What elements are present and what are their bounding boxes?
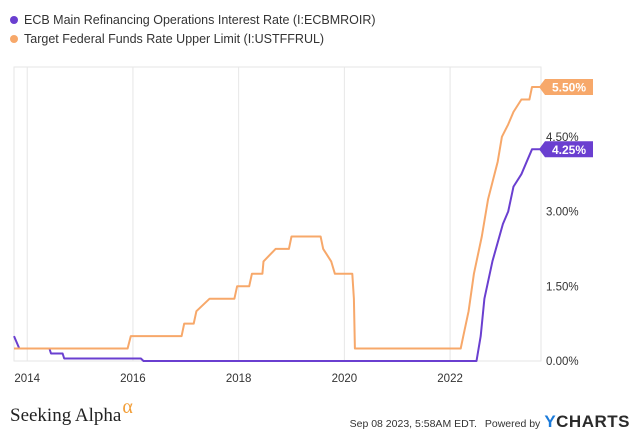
- seeking-alpha-logo: Seeking Alphaα: [10, 396, 133, 427]
- legend-item-ecb[interactable]: ECB Main Refinancing Operations Interest…: [10, 10, 376, 29]
- brand-name: Seeking Alpha: [10, 405, 122, 426]
- x-tick-label: 2020: [332, 373, 358, 385]
- legend-item-fed[interactable]: Target Federal Funds Rate Upper Limit (I…: [10, 29, 376, 48]
- rate-line-chart: 2014 2016 2018 2020 2022 0.00% 1.50% 3.00% 4.50…: [13, 66, 593, 385]
- legend-label-ecb: ECB Main Refinancing Operations Interest…: [24, 12, 376, 27]
- ycharts-logo[interactable]: YCHARTS: [544, 412, 630, 432]
- chart-footer: Sep 08 2023, 5:58AM EDT. Powered by YCHA…: [350, 412, 630, 432]
- chart-legend: ECB Main Refinancing Operations Interest…: [10, 10, 376, 48]
- ycharts-logo-text: CHARTS: [556, 412, 630, 431]
- x-axis-ticks: 2014 2016 2018 2020 2022: [14, 373, 462, 385]
- end-label-text-fed: 5.50%: [552, 81, 586, 95]
- alpha-symbol: α: [122, 396, 133, 418]
- legend-label-fed: Target Federal Funds Rate Upper Limit (I…: [24, 31, 325, 46]
- x-tick-label: 2022: [437, 373, 463, 385]
- chart-series: [13, 86, 541, 362]
- legend-dot-ecb: [10, 15, 18, 24]
- series-line-ecb: [13, 148, 541, 362]
- y-tick-label: 3.00%: [546, 207, 579, 219]
- end-label-badge-fed: [539, 79, 593, 95]
- end-label-badge-ecb: [539, 141, 593, 158]
- x-tick-label: 2014: [14, 373, 40, 385]
- y-tick-label: 4.50%: [546, 132, 579, 144]
- powered-by-label: Powered by: [484, 418, 541, 430]
- x-tick-label: 2018: [226, 373, 252, 385]
- y-axis-ticks: 0.00% 1.50% 3.00% 4.50%: [546, 132, 579, 368]
- chart-timestamp: Sep 08 2023, 5:58AM EDT.: [349, 418, 477, 430]
- legend-dot-fed: [10, 34, 18, 43]
- plot-frame: [13, 66, 542, 362]
- ycharts-logo-y: Y: [544, 412, 557, 431]
- x-tick-label: 2016: [120, 373, 146, 385]
- series-end-labels: 4.25% 5.50%: [539, 79, 593, 158]
- series-line-fed: [14, 86, 541, 350]
- end-label-text-ecb: 4.25%: [552, 143, 586, 157]
- y-tick-label: 1.50%: [546, 281, 579, 293]
- y-tick-label: 0.00%: [546, 356, 579, 368]
- chart-gridlines: [13, 66, 542, 362]
